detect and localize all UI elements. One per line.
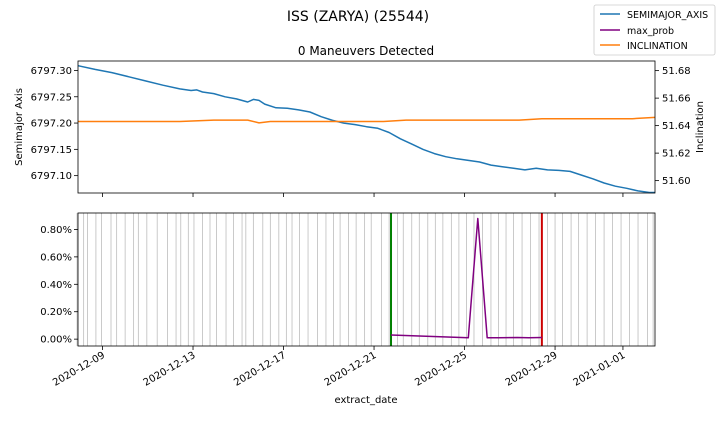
top-x-ticks: [102, 193, 624, 197]
x-axis-label: extract_date: [334, 395, 397, 406]
inclination-line: [78, 116, 656, 124]
legend-label-inclination: INCLINATION: [627, 41, 688, 52]
bottom-y-tick-label: 0.40%: [40, 280, 72, 291]
bottom-y-ticks: 0.00% 0.20% 0.40% 0.60% 0.80%: [40, 225, 78, 346]
top-y2-axis-label: Inclination: [695, 101, 706, 153]
top-y2-tick-label: 51.68: [662, 66, 691, 77]
top-right-y-ticks: 51.60 51.62 51.64 51.66 51.68: [655, 66, 691, 187]
top-y2-tick-label: 51.60: [662, 176, 691, 187]
top-y-tick-label: 6797.30: [31, 66, 72, 77]
bottom-y-tick-label: 0.80%: [40, 225, 72, 236]
top-y2-tick-label: 51.64: [662, 121, 691, 132]
semimajor-axis-line: [77, 64, 655, 194]
top-series-lines: [77, 64, 656, 194]
top-y-tick-label: 6797.20: [31, 119, 72, 130]
max-prob-line: [390, 217, 542, 339]
semimajor-axis-plot: 6797.10 6797.15 6797.20 6797.25 6797.30 51.6…: [31, 60, 691, 197]
top-y2-tick-label: 51.66: [662, 94, 691, 105]
top-y-tick-label: 6797.10: [31, 171, 72, 182]
top-chart-title: 0 Maneuvers Detected: [298, 44, 434, 58]
top-axes-frame: [77, 60, 656, 194]
marker-vertical-lines: [390, 213, 543, 346]
figure-suptitle: ISS (ZARYA) (25544): [287, 9, 429, 25]
bottom-y-tick-label: 0.00%: [40, 335, 72, 346]
top-y-axis-label: Semimajor Axis: [14, 88, 25, 166]
legend: SEMIMAJOR_AXIS max_prob INCLINATION: [593, 4, 716, 56]
top-left-y-ticks: 6797.10 6797.15 6797.20 6797.25 6797.30: [31, 66, 78, 182]
legend-label-semimajor-axis: SEMIMAJOR_AXIS: [627, 10, 708, 21]
legend-label-max-prob: max_prob: [627, 26, 674, 37]
top-y-tick-label: 6797.25: [31, 92, 72, 103]
bottom-series-lines: [390, 217, 542, 339]
top-y2-tick-label: 51.62: [662, 149, 691, 160]
legend-frame: [593, 4, 716, 56]
top-y-tick-label: 6797.15: [31, 145, 72, 156]
bottom-y-tick-label: 0.20%: [40, 307, 72, 318]
bottom-axes-frame: [77, 212, 656, 347]
observation-lines: [76, 213, 654, 346]
bottom-y-tick-label: 0.60%: [40, 252, 72, 263]
